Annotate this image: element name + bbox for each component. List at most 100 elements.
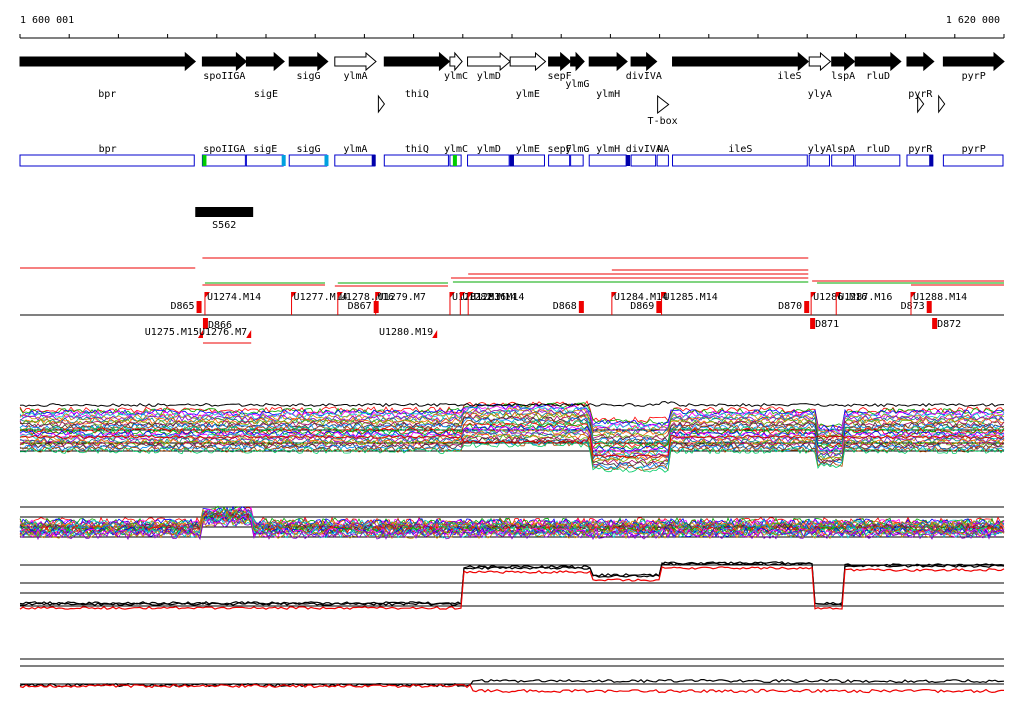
gene-arrow-ylyA — [808, 51, 832, 72]
feature-label-D868: D868 — [553, 301, 577, 312]
expression-profile-tracks — [19, 400, 1005, 694]
domain-label-sigG: sigG — [296, 144, 320, 155]
domain-box-ylyA — [808, 154, 830, 167]
up-marker-flag — [836, 292, 842, 298]
domain-box-thiQ — [383, 154, 449, 167]
domain-mark — [281, 155, 286, 166]
gene-label-ylmC: ylmC — [444, 71, 468, 82]
feature-label-D873: D873 — [901, 301, 925, 312]
down-marker — [932, 318, 938, 329]
up-marker-flag — [291, 292, 297, 298]
track1-trace — [19, 415, 1005, 444]
gene-arrow-track: bpr spoIIGA sigE sigG ylmA thiQ ylmC ylmD ylmE se… — [19, 51, 1005, 127]
gene-label-ylmE: ylmE — [516, 89, 540, 100]
gene-label-lspA: lspA — [831, 71, 855, 82]
feature-label-U1277.M14: U1277.M14 — [294, 292, 348, 303]
gene-arrow-spoIIGA — [201, 51, 248, 72]
track1-trace — [19, 431, 1005, 461]
up-marker-flag — [468, 292, 474, 298]
down-marker — [196, 301, 202, 313]
domain-box-rluD — [854, 154, 901, 167]
domain-label-ylmC: ylmC — [444, 144, 468, 155]
domain-box-sigG — [288, 154, 328, 167]
domain-mark — [626, 155, 631, 166]
domain-box-ylmG — [570, 154, 584, 167]
track1-trace — [19, 421, 1005, 449]
domain-box-ylmD — [467, 154, 510, 167]
gene-arrow-sigG — [288, 51, 329, 72]
down-marker — [804, 301, 810, 313]
track1-trace — [19, 409, 1005, 437]
track1-outlier — [19, 434, 1005, 458]
feature-label-U1275.M15: U1275.M15 — [145, 327, 199, 338]
segment-label: S562 — [212, 220, 236, 231]
coordinate-start-label: 1 600 001 — [20, 15, 74, 26]
track2-trace — [19, 517, 1005, 541]
gene-arrow-ylmC — [449, 51, 463, 72]
up-marker-flag — [661, 292, 667, 298]
domain-mark — [929, 155, 934, 166]
track1-trace — [19, 423, 1005, 451]
gene-label-ylmH: ylmH — [596, 89, 620, 100]
track3-black — [19, 562, 1005, 606]
down-marker — [202, 318, 208, 329]
gene-label-sepF: sepF — [548, 71, 572, 82]
track4-red — [19, 683, 1004, 694]
domain-label-lspA: lspA — [831, 144, 855, 155]
domain-box-sepF — [548, 154, 571, 167]
domain-label-ylyA: ylyA — [808, 144, 832, 155]
feature-label-D869: D869 — [630, 301, 654, 312]
domain-mark — [452, 155, 457, 166]
gene-arrow-ylmA — [334, 51, 377, 72]
domain-label-ylmD: ylmD — [477, 144, 501, 155]
gene-label-sigG: sigG — [296, 71, 320, 82]
gene-arrow-ylmH — [588, 51, 628, 72]
up-marker-flag — [449, 292, 455, 298]
up-marker-flag — [246, 330, 252, 338]
track1-trace — [20, 425, 1005, 455]
gene-label-ylmA: ylmA — [343, 71, 367, 82]
gene-label-ylyA: ylyA — [808, 89, 832, 100]
domain-label-thiQ: thiQ — [405, 144, 429, 155]
track4-black — [19, 678, 1005, 688]
gene-label-rluD: rluD — [866, 71, 890, 82]
feature-label-U1288.M14: U1288.M14 — [913, 292, 967, 303]
gene-arrow-lspA — [831, 51, 856, 72]
domain-label-sigE: sigE — [253, 144, 277, 155]
gene-label-ileS: ileS — [777, 71, 801, 82]
gene-arrow-rluD — [854, 51, 902, 72]
feature-label-U1276.M7: U1276.M7 — [199, 327, 247, 338]
gene-arrow-pyrP — [942, 51, 1005, 72]
up-marker-flag — [432, 330, 438, 338]
feature-label-U1282.M14: U1282.M14 — [462, 292, 516, 303]
domain-label-pyrR: pyrR — [908, 144, 933, 155]
domain-box-ylmH — [588, 154, 627, 167]
feature-label-D870: D870 — [778, 301, 802, 312]
terminator-marker — [917, 94, 925, 114]
domain-label-ylmA: ylmA — [343, 144, 367, 155]
feature-label-U1285.M14: U1285.M14 — [664, 292, 718, 303]
gene-label-divIVA: divIVA — [626, 71, 662, 82]
up-marker-flag — [204, 292, 210, 298]
domain-box-ylmA — [334, 154, 376, 167]
coordinate-ruler: 1 600 001 1 620 000 — [19, 15, 1005, 39]
gene-label-thiQ: thiQ — [405, 89, 429, 100]
down-marker — [926, 301, 932, 313]
gene-label-sigE: sigE — [254, 89, 278, 100]
feature-label-U1280.M19: U1280.M19 — [379, 327, 433, 338]
domain-box-spoIIGA — [201, 154, 246, 167]
feature-label-D871: D871 — [815, 319, 839, 330]
gene-label-bpr: bpr — [98, 89, 116, 100]
terminator-marker — [938, 94, 946, 114]
up-marker-flag — [811, 292, 817, 298]
up-marker-flag — [337, 292, 343, 298]
down-marker — [578, 301, 584, 313]
feature-label-U1278.M16: U1278.M16 — [340, 292, 394, 303]
down-marker — [656, 301, 662, 313]
domain-label-pyrP: pyrP — [962, 144, 986, 155]
domain-label-ylmH: ylmH — [596, 144, 620, 155]
domain-label-divIVA: divIVA — [626, 144, 662, 155]
gene-arrow-divIVA — [630, 51, 658, 72]
track2-trace — [19, 508, 1005, 531]
gene-label-pyrR: pyrR — [908, 89, 933, 100]
